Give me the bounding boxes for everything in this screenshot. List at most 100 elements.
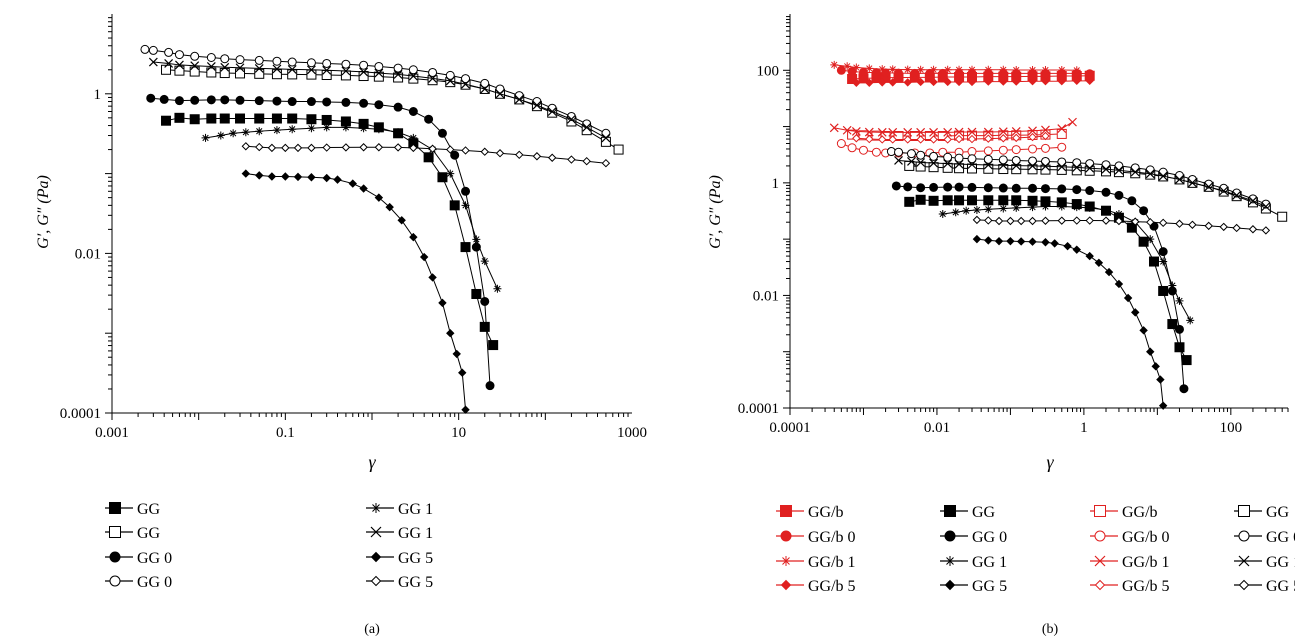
data-point [397, 216, 406, 225]
data-point [954, 153, 964, 163]
legend-label: GG/b 1 [1122, 554, 1170, 571]
data-point [479, 321, 490, 332]
data-point [164, 59, 174, 68]
data-point [966, 163, 977, 174]
data-point [1159, 257, 1168, 266]
data-point [359, 98, 369, 108]
legend-entry: GG 1 [366, 525, 433, 542]
data-point [1011, 145, 1021, 155]
data-point [461, 405, 470, 414]
data-point [836, 139, 846, 149]
data-point [1114, 209, 1123, 218]
data-point [493, 284, 502, 293]
legend-marker [1238, 579, 1250, 591]
y-tick-label: 0.01 [75, 246, 101, 262]
data-point [514, 95, 524, 104]
data-point [999, 65, 1008, 74]
legend-label: GG 5 [972, 578, 1007, 595]
data-point [409, 232, 418, 242]
legend-entry: GG/b 1 [776, 554, 856, 571]
data-point [1174, 324, 1184, 334]
data-point [1158, 401, 1168, 410]
data-point [1016, 237, 1026, 246]
data-point [437, 128, 447, 138]
data-point [888, 78, 897, 87]
series-2 [830, 60, 1081, 75]
data-point [943, 127, 953, 137]
data-point [888, 135, 897, 144]
data-point [1114, 190, 1124, 200]
data-point [1168, 281, 1177, 290]
data-point [288, 125, 297, 134]
data-point [547, 107, 557, 116]
legend-marker [945, 556, 955, 566]
data-point [1041, 66, 1050, 75]
data-point [374, 193, 384, 202]
data-point [427, 75, 438, 86]
data-point [954, 134, 964, 144]
x-tick-label: 1 [1080, 420, 1088, 436]
data-point [972, 205, 981, 214]
data-point [1057, 66, 1066, 75]
data-point [235, 68, 246, 79]
data-point [916, 183, 926, 193]
data-point [1072, 203, 1081, 212]
data-point [942, 162, 953, 173]
legend-entry: GG 0 [105, 574, 172, 591]
data-point [341, 143, 351, 152]
data-point [341, 59, 351, 69]
data-point [1011, 126, 1021, 136]
data-point [967, 154, 977, 164]
data-point [201, 133, 210, 142]
data-point [271, 113, 282, 124]
data-point [322, 65, 332, 75]
data-point [393, 143, 403, 152]
data-point [428, 144, 437, 153]
legend-marker [944, 530, 956, 542]
data-point [159, 94, 169, 104]
data-point [1011, 155, 1021, 165]
data-point [1085, 203, 1094, 212]
data-point [446, 169, 455, 178]
data-point [255, 142, 264, 152]
data-point [1146, 217, 1155, 227]
data-point [359, 143, 368, 152]
data-point [954, 77, 964, 87]
data-point [220, 54, 230, 64]
data-point [1041, 161, 1050, 171]
data-point [359, 67, 369, 77]
data-point [1138, 236, 1149, 247]
legend-marker [944, 505, 956, 517]
data-point [928, 195, 939, 206]
panel-b-xlabel: γ [1046, 452, 1054, 472]
series-7 [241, 142, 611, 168]
data-point [613, 144, 624, 155]
data-point [1188, 220, 1197, 229]
data-point [373, 71, 384, 82]
data-point [419, 252, 429, 262]
data-point [206, 67, 217, 78]
series-5 [148, 57, 611, 143]
data-point [272, 126, 281, 135]
data-point [341, 97, 351, 107]
legend-entry: GG/b 1 [1090, 554, 1170, 571]
data-point [1248, 225, 1258, 234]
data-point [1123, 293, 1133, 303]
legend-marker [1238, 505, 1250, 517]
legend-marker [781, 556, 791, 566]
data-point [1057, 184, 1067, 194]
data-point [241, 169, 251, 178]
data-point [1057, 162, 1067, 172]
data-point [164, 47, 174, 57]
x-tick-label: 0.1 [276, 425, 295, 441]
data-point [967, 182, 977, 192]
data-point [888, 65, 897, 74]
data-point [972, 215, 982, 225]
data-point [1130, 163, 1140, 173]
data-point [1158, 218, 1168, 228]
data-point [235, 95, 245, 105]
legend-marker [1238, 530, 1250, 542]
data-point [306, 69, 317, 80]
data-point [910, 68, 920, 78]
data-point [938, 68, 948, 78]
